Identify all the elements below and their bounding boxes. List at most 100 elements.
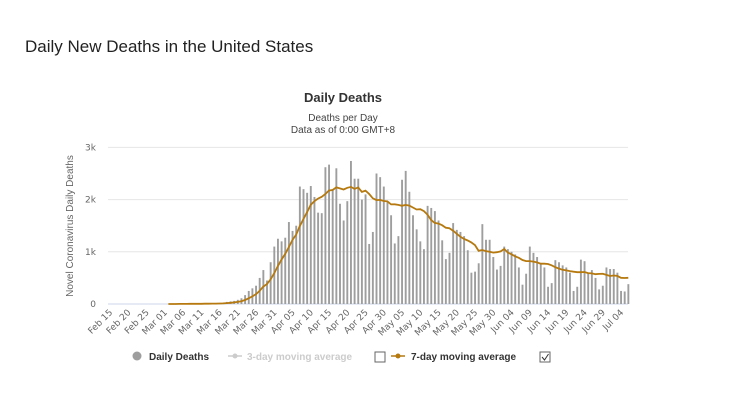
- bar-daily-deaths[interactable]: [474, 271, 476, 304]
- bar-daily-deaths[interactable]: [386, 202, 389, 304]
- bar-daily-deaths[interactable]: [609, 269, 612, 304]
- bar-daily-deaths[interactable]: [433, 211, 436, 304]
- bar-daily-deaths[interactable]: [320, 213, 323, 304]
- bar-daily-deaths[interactable]: [441, 240, 444, 304]
- bar-daily-deaths[interactable]: [360, 199, 363, 304]
- bar-daily-deaths[interactable]: [284, 237, 287, 304]
- bar-daily-deaths[interactable]: [466, 250, 469, 304]
- bar-daily-deaths[interactable]: [393, 243, 396, 304]
- bar-daily-deaths[interactable]: [547, 286, 549, 304]
- bar-daily-deaths[interactable]: [346, 201, 349, 304]
- bar-daily-deaths[interactable]: [335, 168, 338, 304]
- bar-daily-deaths[interactable]: [514, 254, 517, 304]
- bar-daily-deaths[interactable]: [601, 285, 604, 304]
- bar-daily-deaths[interactable]: [401, 179, 403, 304]
- bar-daily-deaths[interactable]: [371, 231, 374, 304]
- bar-daily-deaths[interactable]: [423, 249, 425, 304]
- bar-daily-deaths[interactable]: [521, 284, 524, 304]
- bar-daily-deaths[interactable]: [543, 267, 546, 304]
- bar-daily-deaths[interactable]: [558, 262, 560, 304]
- bar-daily-deaths[interactable]: [324, 167, 327, 304]
- bar-daily-deaths[interactable]: [426, 205, 429, 304]
- bar-daily-deaths[interactable]: [342, 220, 345, 304]
- legend-item-7-day-average[interactable]: 7-day moving average: [391, 352, 516, 363]
- bar-daily-deaths[interactable]: [350, 160, 352, 304]
- bar-daily-deaths[interactable]: [331, 189, 334, 304]
- bar-daily-deaths[interactable]: [528, 246, 531, 304]
- legend-item-3-day-average[interactable]: 3-day moving average: [228, 352, 352, 363]
- bar-daily-deaths[interactable]: [579, 259, 582, 304]
- bar-daily-deaths[interactable]: [291, 230, 294, 304]
- bar-daily-deaths[interactable]: [266, 280, 268, 304]
- bar-daily-deaths[interactable]: [379, 177, 382, 304]
- bar-daily-deaths[interactable]: [444, 259, 447, 304]
- bar-daily-deaths[interactable]: [390, 215, 393, 304]
- bar-daily-deaths[interactable]: [536, 257, 539, 304]
- bar-daily-deaths[interactable]: [561, 265, 564, 304]
- bar-daily-deaths[interactable]: [525, 273, 528, 304]
- bar-daily-deaths[interactable]: [477, 263, 480, 304]
- bar-daily-deaths[interactable]: [277, 238, 279, 304]
- bar-daily-deaths[interactable]: [339, 203, 341, 304]
- bar-daily-deaths[interactable]: [612, 269, 615, 304]
- bar-daily-deaths[interactable]: [309, 186, 312, 304]
- bar-daily-deaths[interactable]: [499, 265, 502, 304]
- bar-daily-deaths[interactable]: [280, 241, 283, 304]
- bar-daily-deaths[interactable]: [412, 215, 414, 304]
- bar-daily-deaths[interactable]: [302, 189, 305, 304]
- bar-daily-deaths[interactable]: [583, 261, 586, 304]
- bar-daily-deaths[interactable]: [328, 164, 330, 304]
- bar-daily-deaths[interactable]: [306, 192, 309, 304]
- bar-daily-deaths[interactable]: [397, 236, 400, 304]
- bar-daily-deaths[interactable]: [437, 220, 440, 304]
- bar-daily-deaths[interactable]: [463, 236, 466, 304]
- bar-daily-deaths[interactable]: [590, 270, 593, 304]
- bar-daily-deaths[interactable]: [539, 263, 542, 304]
- bar-daily-deaths[interactable]: [368, 243, 371, 304]
- bar-daily-deaths[interactable]: [605, 267, 608, 304]
- bar-daily-deaths[interactable]: [492, 257, 495, 304]
- bar-daily-deaths[interactable]: [415, 229, 418, 304]
- bar-daily-deaths[interactable]: [503, 246, 506, 304]
- bar-daily-deaths[interactable]: [295, 225, 298, 304]
- bar-daily-deaths[interactable]: [506, 249, 509, 304]
- bar-daily-deaths[interactable]: [448, 252, 451, 304]
- bar-daily-deaths[interactable]: [273, 246, 276, 304]
- bar-daily-deaths[interactable]: [470, 272, 473, 304]
- bar-daily-deaths[interactable]: [554, 260, 557, 304]
- three-day-checkbox[interactable]: [374, 351, 386, 363]
- bar-daily-deaths[interactable]: [576, 286, 579, 304]
- bar-daily-deaths[interactable]: [488, 239, 491, 304]
- bar-daily-deaths[interactable]: [408, 191, 411, 304]
- bar-daily-deaths[interactable]: [510, 251, 513, 304]
- bar-daily-deaths[interactable]: [496, 269, 498, 304]
- bar-daily-deaths[interactable]: [287, 222, 290, 304]
- bar-daily-deaths[interactable]: [550, 283, 553, 304]
- bar-daily-deaths[interactable]: [532, 252, 535, 304]
- bar-daily-deaths[interactable]: [430, 207, 433, 304]
- bar-daily-deaths[interactable]: [382, 186, 385, 304]
- bar-daily-deaths[interactable]: [269, 262, 272, 304]
- bar-daily-deaths[interactable]: [569, 272, 571, 304]
- legend-item-daily-deaths[interactable]: Daily Deaths: [132, 351, 210, 364]
- bar-daily-deaths[interactable]: [313, 196, 316, 304]
- bar-daily-deaths[interactable]: [419, 241, 422, 304]
- bar-daily-deaths[interactable]: [627, 284, 630, 304]
- bar-daily-deaths[interactable]: [587, 272, 590, 304]
- bar-daily-deaths[interactable]: [364, 194, 367, 304]
- bar-daily-deaths[interactable]: [616, 272, 619, 304]
- bar-daily-deaths[interactable]: [572, 290, 575, 304]
- bar-daily-deaths[interactable]: [317, 212, 320, 304]
- bar-daily-deaths[interactable]: [485, 239, 487, 304]
- bar-daily-deaths[interactable]: [594, 277, 597, 304]
- bar-daily-deaths[interactable]: [375, 173, 378, 305]
- bar-daily-deaths[interactable]: [455, 229, 458, 304]
- bar-daily-deaths[interactable]: [353, 178, 356, 304]
- bar-daily-deaths[interactable]: [459, 231, 462, 304]
- bar-daily-deaths[interactable]: [357, 178, 360, 304]
- bar-daily-deaths[interactable]: [298, 186, 301, 304]
- bar-daily-deaths[interactable]: [623, 291, 626, 304]
- bar-daily-deaths[interactable]: [565, 267, 568, 304]
- bar-daily-deaths[interactable]: [517, 267, 520, 304]
- seven-day-checkbox[interactable]: [539, 351, 551, 363]
